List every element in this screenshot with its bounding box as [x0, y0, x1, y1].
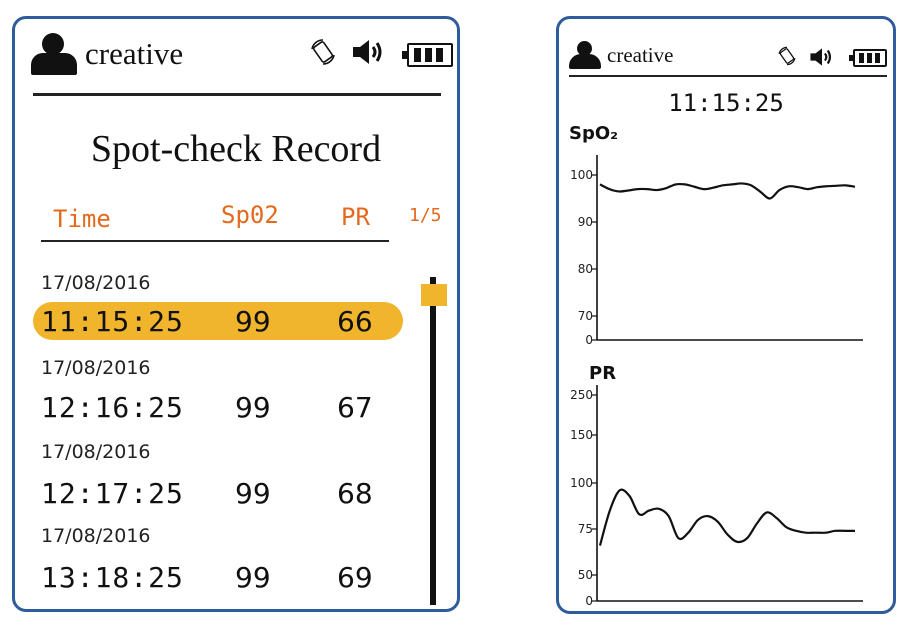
user-icon — [569, 41, 601, 69]
header-divider — [569, 75, 887, 77]
user-name: creative — [607, 43, 674, 67]
page-title: Spot-check Record — [90, 128, 382, 170]
y-tick-label: 80 — [578, 262, 593, 276]
y-tick-label: 250 — [570, 388, 593, 402]
series-line — [599, 182, 856, 200]
y-tick-label: 70 — [578, 309, 593, 323]
scrollbar-thumb[interactable] — [421, 284, 447, 306]
y-tick-label: 50 — [578, 568, 593, 582]
record-spo2: 99 — [235, 561, 271, 594]
column-header-spo2: Sp02 — [221, 201, 279, 229]
battery-icon — [402, 43, 453, 67]
page-indicator: 1/5 — [409, 205, 442, 226]
y-tick-label: 150 — [570, 428, 593, 442]
record-pr: 68 — [337, 477, 373, 510]
record-pr: 66 — [337, 305, 373, 338]
record-time: 13:18:25 — [41, 561, 184, 594]
pr-chart-title: PR — [589, 363, 617, 384]
header-divider — [33, 93, 441, 96]
y-tick-label: 100 — [570, 476, 593, 490]
spot-check-record-screen: creative Spot-check Record Time Sp02 PR … — [12, 16, 460, 612]
speaker-icon[interactable] — [809, 46, 835, 73]
record-time-display: 11:15:25 — [668, 89, 784, 117]
user-name: creative — [85, 36, 184, 71]
record-spo2: 99 — [235, 305, 271, 338]
record-spo2: 99 — [235, 391, 271, 424]
y-tick-label: 75 — [578, 522, 593, 536]
column-header-pr: PR — [341, 203, 370, 231]
y-tick-label: 90 — [578, 215, 593, 229]
record-spo2: 99 — [235, 477, 271, 510]
record-pr: 67 — [337, 391, 373, 424]
record-date: 17/08/2016 — [41, 272, 151, 294]
record-pr: 69 — [337, 561, 373, 594]
user-icon — [31, 33, 77, 77]
column-header-divider — [41, 240, 389, 242]
record-time: 12:17:25 — [41, 477, 184, 510]
battery-icon — [849, 49, 887, 67]
rotate-icon[interactable] — [777, 45, 797, 72]
y-tick-label: 0 — [585, 333, 593, 347]
pr-trend-chart: 0 50 75 100 150 250 — [570, 385, 863, 608]
speaker-icon[interactable] — [351, 37, 387, 72]
scrollbar-track[interactable] — [430, 277, 436, 605]
selected-row-highlight — [33, 302, 403, 340]
record-time: 12:16:25 — [41, 391, 184, 424]
record-date: 17/08/2016 — [41, 525, 151, 547]
spo2-trend-chart: 0 70 80 90 100 — [570, 155, 863, 347]
y-tick-label: 0 — [585, 594, 593, 608]
spo2-chart-title: SpO₂ — [569, 123, 619, 144]
record-time: 11:15:25 — [41, 305, 184, 338]
rotate-icon[interactable] — [309, 37, 337, 72]
series-line — [598, 488, 855, 546]
record-detail-screen: creative 11:15:25 SpO₂ PR 0 70 80 90 100 0 50… — [556, 16, 896, 614]
record-date: 17/08/2016 — [41, 357, 151, 379]
column-header-time: Time — [53, 205, 111, 233]
y-tick-label: 100 — [570, 168, 593, 182]
record-date: 17/08/2016 — [41, 441, 151, 463]
